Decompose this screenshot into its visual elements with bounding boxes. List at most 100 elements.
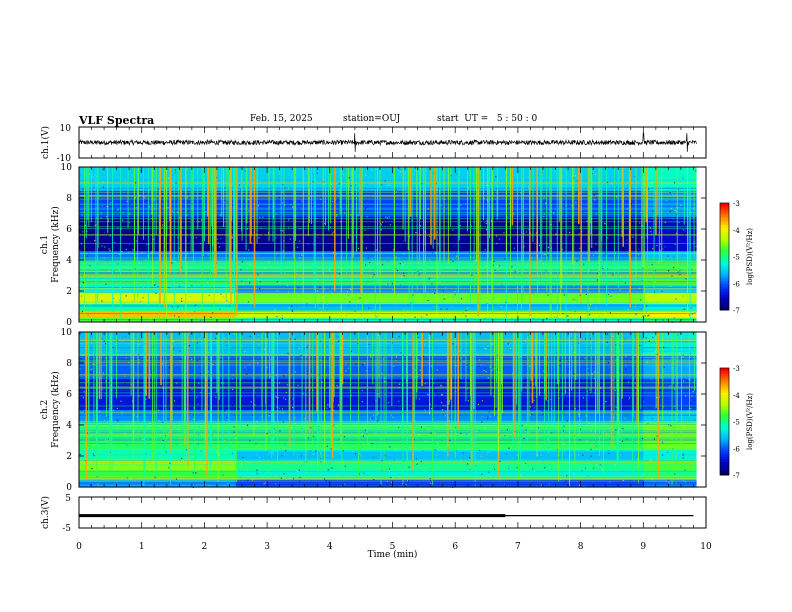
ch2-speckle <box>279 411 281 413</box>
ch1-speckle <box>108 270 110 272</box>
ch2-sferic <box>100 332 102 400</box>
ch1-speckle <box>388 184 390 186</box>
ch1-speckle <box>604 313 606 315</box>
ch1-speckle <box>81 286 83 288</box>
ch2-speckle <box>417 375 419 378</box>
ch2-speckle <box>504 367 506 369</box>
ch2-sferic <box>675 332 677 466</box>
ch2-speckle <box>328 460 330 462</box>
ch1-sferic <box>621 167 623 238</box>
ch1-speckle <box>598 316 600 318</box>
ch1-sferic <box>617 167 619 288</box>
ch2-speckle <box>194 396 196 398</box>
ch2-speckle <box>686 366 688 368</box>
ch1-sferic <box>439 167 441 283</box>
ch1-speckle <box>648 314 650 316</box>
ch2-speckle <box>240 464 243 466</box>
ch1-sferic <box>590 167 592 235</box>
ch1-speckle <box>396 167 399 169</box>
ch1-speckle <box>191 285 193 287</box>
ch2-speckle <box>83 391 85 393</box>
ch2-sferic <box>429 332 430 415</box>
ch1-speckle <box>497 298 499 300</box>
ch1-speckle <box>385 216 387 218</box>
ch2-speckle <box>646 349 648 351</box>
ch1-speckle <box>460 204 462 206</box>
ch2-speckle <box>223 337 225 339</box>
ch1-speckle <box>268 261 270 263</box>
ch1-sferic <box>311 167 312 224</box>
ch1-speckle <box>640 174 642 176</box>
ch1-sferic <box>532 167 534 236</box>
ch1-narrowband-line <box>79 228 697 229</box>
ch1-speckle <box>218 193 220 195</box>
ch1-sferic <box>549 167 551 257</box>
ch2-speckle <box>315 450 317 452</box>
ch2-speckle <box>276 411 278 413</box>
ch2-speckle <box>182 396 184 398</box>
ch1-speckle <box>539 259 541 261</box>
ch2-speckle <box>215 396 217 399</box>
ch2-sferic <box>474 332 476 482</box>
ch2-sferic <box>339 332 341 432</box>
ch2-speckle <box>491 343 493 345</box>
ch2-speckle <box>482 420 484 423</box>
ch1-speckle <box>586 220 588 222</box>
ch1-speckle <box>590 298 592 300</box>
ch1-sferic <box>180 167 182 272</box>
ch2-speckle <box>198 425 200 427</box>
ch2-speckle <box>83 408 85 410</box>
ch1-speckle <box>495 235 498 237</box>
ch1-speckle <box>375 168 377 170</box>
ch2-speckle <box>128 362 130 364</box>
ch2-narrowband-line <box>79 448 697 450</box>
ch2-sferic <box>526 332 528 443</box>
ch1-speckle <box>113 241 115 243</box>
ch2-speckle <box>656 346 658 348</box>
ch1-waveform-trace <box>78 132 697 152</box>
ch2-speckle <box>368 343 370 345</box>
ch1-sferic <box>229 167 231 286</box>
ch2-sferic <box>130 332 132 396</box>
ch1-speckle <box>248 249 250 251</box>
ch1-colorbar-cell <box>720 288 729 292</box>
ch2-speckle <box>307 437 309 439</box>
ch1-speckle <box>667 294 669 296</box>
ch1-speckle <box>440 205 442 207</box>
ch2-speckle <box>403 408 405 410</box>
ch2-speckle <box>390 414 392 416</box>
ch2-speckle <box>537 484 539 486</box>
ch1-speckle <box>517 263 520 265</box>
ch2-speckle <box>654 342 657 345</box>
ch2-speckle <box>252 354 254 357</box>
ch1-speckle <box>400 284 402 286</box>
ch1-speckle <box>343 173 345 175</box>
ch2-speckle <box>615 429 617 431</box>
ch1-sferic <box>423 167 425 302</box>
ch2-sferic <box>239 332 241 409</box>
ch1-colorbar-cell <box>720 237 729 241</box>
ch1-speckle <box>678 297 680 299</box>
ch1-speckle <box>652 210 654 212</box>
ch2-speckle <box>249 440 251 442</box>
ch1-colorbar-cell <box>720 267 729 271</box>
ch1-speckle <box>539 311 541 314</box>
ch2-sferic <box>273 332 275 439</box>
ch1-speckle <box>694 312 696 314</box>
ch1-speckle <box>418 262 420 264</box>
ch1-speckle <box>101 205 103 207</box>
ch1-speckle <box>567 315 569 317</box>
ch1-speckle <box>381 184 383 186</box>
ch1-speckle <box>391 281 393 283</box>
ch2-speckle <box>532 383 534 385</box>
ch2-speckle <box>249 335 251 337</box>
ch2-speckle <box>643 401 645 403</box>
ch2-speckle <box>585 399 587 401</box>
ch1-speckle <box>574 311 576 313</box>
ch2-speckle <box>86 432 89 434</box>
ch1-speckle <box>181 308 183 310</box>
ch1-colorbar-cell <box>720 227 729 231</box>
ch1-speckle <box>145 259 147 261</box>
ch2-speckle <box>668 424 670 426</box>
ch1-sferic <box>235 167 237 260</box>
